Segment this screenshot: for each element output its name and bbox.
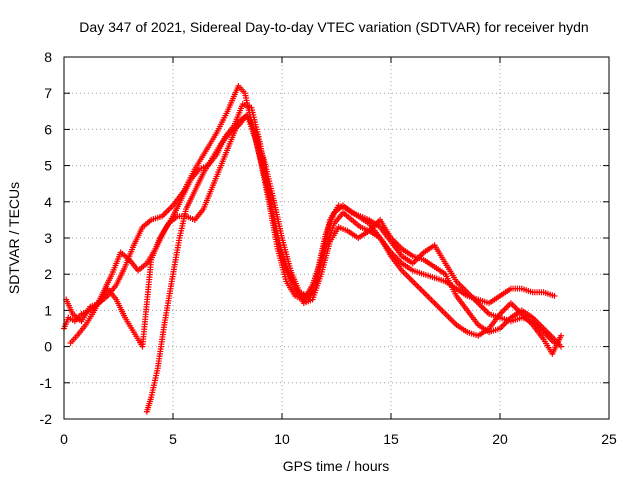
y-tick-label: 6 [44,121,52,137]
data-point [558,343,565,350]
data-points [61,82,565,415]
x-tick-label: 15 [383,431,399,447]
y-tick-label: -1 [40,375,53,391]
y-tick-label: 0 [44,339,52,355]
y-tick-label: 2 [44,266,52,282]
y-tick-label: 5 [44,158,52,174]
y-tick-labels: -2 -1 0 1 2 3 4 5 6 7 8 [40,49,53,427]
y-axis-label: SDTVAR / TECUs [6,182,22,294]
data-point [558,332,565,339]
x-tick-label: 5 [169,431,177,447]
series-track-c [143,111,565,415]
y-tick-label: 3 [44,230,52,246]
y-tick-label: 7 [44,85,52,101]
y-tick-label: 4 [44,194,52,210]
y-tick-label: 8 [44,49,52,65]
data-point [551,292,558,299]
y-tick-label: 1 [44,302,52,318]
x-axis-label: GPS time / hours [283,458,390,474]
y-tick-label: -2 [40,411,53,427]
grid [64,57,609,419]
x-tick-labels: 0 5 10 15 20 25 [60,431,617,447]
data-point [551,339,558,346]
x-tick-label: 20 [492,431,508,447]
series-track-d [63,111,558,350]
chart-title: Day 347 of 2021, Sidereal Day-to-day VTE… [79,19,588,35]
x-tick-label: 0 [60,431,68,447]
x-tick-label: 10 [274,431,290,447]
plot-frame [63,56,610,420]
x-tick-label: 25 [601,431,617,447]
